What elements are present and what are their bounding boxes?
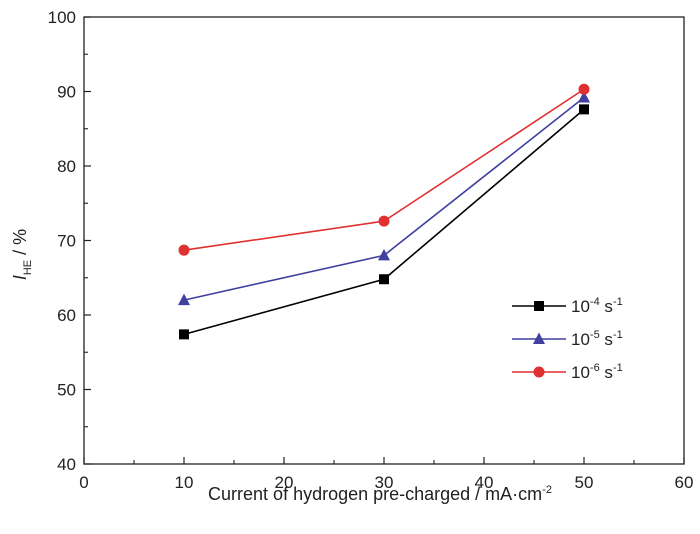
legend-marker-1 — [534, 301, 544, 311]
data-point-series-3 — [178, 244, 190, 256]
data-point-series-3 — [578, 83, 590, 95]
x-tick-label: 20 — [275, 473, 294, 492]
legend-marker-2 — [533, 332, 545, 344]
legend-marker-3 — [533, 366, 545, 378]
x-axis-title: Current of hydrogen pre-charged / mA·cm-… — [208, 484, 552, 504]
plot-frame — [83, 16, 685, 465]
data-point-series-1 — [579, 104, 589, 115]
y-tick-label: 70 — [57, 232, 76, 251]
data-point-series-1 — [379, 274, 389, 285]
y-tick-label: 90 — [57, 83, 76, 102]
axes: 0 10 20 30 40 50 60 40 50 60 70 80 90 100 Current of h… — [10, 8, 693, 504]
y-tick-label: 40 — [57, 455, 76, 474]
y-axis-title: IHE / % — [10, 229, 34, 280]
data-point-series-2 — [178, 293, 190, 306]
series-line-2 — [183, 96, 585, 301]
x-tick-label: 40 — [475, 473, 494, 492]
plot-area — [178, 83, 590, 340]
legend-label-3: 10-6 s-1 — [571, 362, 623, 382]
x-tick-label: 10 — [175, 473, 194, 492]
legend-label-2: 10-5 s-1 — [571, 329, 623, 349]
data-point-series-1 — [179, 329, 189, 340]
data-point-series-2 — [378, 248, 390, 261]
y-tick-label: 80 — [57, 157, 76, 176]
x-tick-label: 30 — [375, 473, 394, 492]
y-tick-label: 100 — [48, 8, 76, 27]
data-point-series-2 — [578, 90, 590, 103]
y-tick-label: 60 — [57, 306, 76, 325]
x-tick-label: 0 — [79, 473, 88, 492]
x-tick-label: 50 — [575, 473, 594, 492]
legend-label-1: 10-4 s-1 — [571, 296, 623, 316]
legend: 10-4 s-1 10-5 s-1 10-6 s-1 — [512, 296, 623, 382]
y-tick-label: 50 — [57, 381, 76, 400]
data-point-series-3 — [378, 215, 390, 227]
x-tick-label: 60 — [675, 473, 694, 492]
